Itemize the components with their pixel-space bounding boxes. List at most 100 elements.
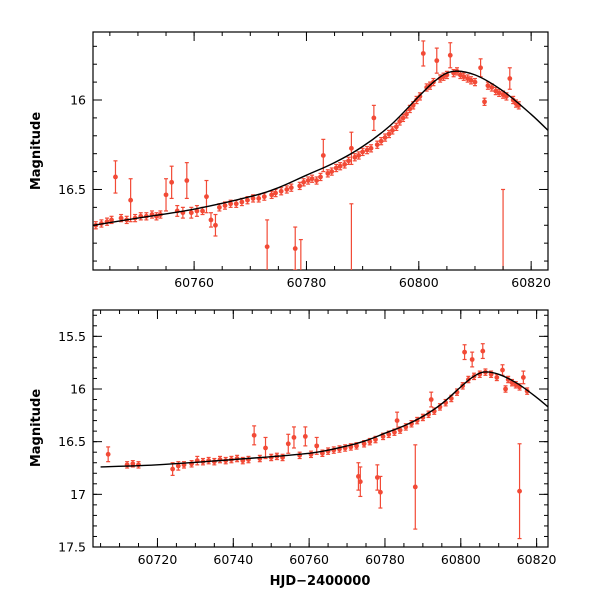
bottom-data-point (462, 344, 467, 361)
top-data-point (318, 172, 323, 182)
bottom-panel: 60720 60740 60760 60780 60800 60820 15.5 16 16.5… (29, 309, 557, 589)
top-data-point (104, 217, 110, 226)
top-data-point (297, 181, 303, 191)
top-y-tick-label: 16 (70, 93, 86, 108)
top-data-point (447, 42, 453, 69)
top-data-point (128, 178, 134, 223)
top-data-point (208, 212, 214, 228)
top-data-marks (93, 40, 548, 270)
top-data-point (298, 238, 303, 270)
top-data-point (333, 163, 339, 173)
top-data-point (329, 167, 335, 176)
bottom-data-point (412, 444, 418, 530)
top-data-point (292, 226, 298, 270)
bottom-x-tick-label: 60800 (441, 552, 481, 567)
top-data-point (194, 204, 200, 217)
top-data-point (169, 165, 175, 200)
top-data-point (507, 67, 513, 90)
top-x-tick-label: 60780 (287, 275, 327, 290)
bottom-data-point (130, 460, 136, 468)
top-data-point (374, 140, 380, 149)
bottom-data-point (302, 426, 308, 447)
bottom-data-point (308, 450, 314, 459)
top-data-point (420, 40, 426, 67)
top-y-tick-label: 16.5 (58, 182, 86, 197)
top-data-point (342, 160, 348, 169)
top-data-point (434, 47, 440, 74)
top-data-point (314, 176, 319, 185)
top-data-point (204, 179, 209, 214)
top-data-point (382, 133, 388, 142)
bottom-y-tick-label: 15.5 (58, 329, 86, 344)
top-x-tick-label: 60760 (174, 275, 214, 290)
bottom-data-point (263, 436, 268, 460)
top-data-point (417, 92, 423, 101)
top-x-tick-label: 60800 (399, 275, 439, 290)
top-data-point (149, 210, 155, 219)
top-data-point (325, 169, 331, 178)
bottom-data-point (374, 464, 380, 491)
bottom-data-point (469, 351, 475, 368)
top-data-point (478, 58, 483, 78)
top-data-point (348, 131, 354, 166)
top-data-point (485, 81, 491, 90)
top-data-point (180, 206, 186, 219)
top-data-point (113, 160, 118, 194)
top-data-point (390, 126, 395, 135)
top-data-point (496, 88, 502, 98)
top-data-point (138, 212, 144, 221)
bottom-data-point (357, 466, 363, 498)
bottom-y-tick-label: 17 (70, 487, 86, 502)
top-data-point (213, 213, 218, 237)
top-y-axis-label: Magnitude (29, 112, 44, 191)
bottom-data-point (517, 443, 522, 540)
top-data-point (364, 145, 370, 155)
bottom-x-tick-label: 60720 (138, 552, 178, 567)
top-data-point (261, 192, 267, 201)
top-data-point (461, 72, 467, 81)
top-data-point (352, 153, 358, 162)
bottom-data-point (314, 436, 320, 455)
bottom-data-point (480, 343, 486, 360)
top-panel: 60760 60780 60800 60820 16 16.5 Magnitude (29, 31, 551, 290)
top-data-point (320, 138, 326, 173)
bottom-ticks: 60720 60740 60760 60780 60800 60820 15.5 16 16.5… (58, 310, 557, 567)
bottom-data-marks (100, 343, 548, 540)
bottom-data-point (500, 364, 505, 376)
bottom-data-point (494, 373, 500, 382)
top-data-point (482, 97, 487, 106)
bottom-data-point (124, 461, 130, 469)
bottom-y-axis-label: Magnitude (29, 389, 44, 468)
top-data-point (278, 187, 284, 196)
bottom-x-tick-label: 60760 (289, 552, 329, 567)
top-data-point (371, 104, 377, 132)
top-model-curve (93, 70, 548, 226)
bottom-data-point (194, 455, 200, 466)
bottom-data-point (251, 425, 257, 446)
top-x-tick-label: 60820 (511, 275, 551, 290)
top-data-point (174, 204, 180, 217)
bottom-x-tick-label: 60780 (365, 552, 405, 567)
bottom-x-tick-label: 60740 (213, 552, 253, 567)
bottom-data-point (105, 446, 111, 463)
top-data-point (264, 219, 270, 270)
top-data-point (163, 178, 169, 212)
top-data-point (337, 162, 343, 171)
top-data-point (233, 199, 239, 208)
bottom-data-point (291, 426, 297, 449)
bottom-data-point (189, 460, 194, 468)
top-data-point (256, 194, 262, 203)
bottom-data-point (503, 385, 508, 393)
x-axis-label: HJD−2400000 (270, 574, 371, 589)
bottom-data-point (297, 451, 303, 460)
bottom-x-tick-label: 60820 (517, 552, 557, 567)
top-data-point (349, 203, 354, 270)
top-data-point (360, 147, 366, 157)
top-ticks: 60760 60780 60800 60820 16 16.5 (58, 32, 551, 290)
bottom-data-point (257, 454, 263, 463)
bottom-y-tick-label: 16 (70, 382, 86, 397)
bottom-data-point (378, 475, 383, 509)
bottom-y-tick-label: 16.5 (58, 434, 86, 449)
top-data-point (378, 136, 384, 146)
